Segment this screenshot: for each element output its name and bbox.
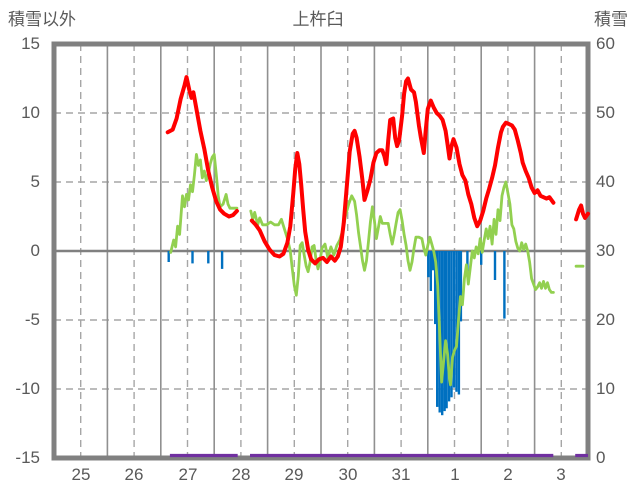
y-right-tick-label: 0 xyxy=(596,448,606,467)
y-left-tick-label: 0 xyxy=(30,241,40,260)
x-tick-label: 28 xyxy=(231,465,251,484)
x-tick-label: 30 xyxy=(338,465,358,484)
x-tick-label: 29 xyxy=(284,465,304,484)
y-right-tick-label: 50 xyxy=(596,103,615,122)
left-axis-title: 積雪以外 xyxy=(8,10,76,29)
plot-svg xyxy=(51,41,591,461)
y-right-tick-label: 40 xyxy=(596,172,615,191)
x-tick-label: 1 xyxy=(450,465,460,484)
plot-area xyxy=(51,41,591,461)
y-right-tick-label: 60 xyxy=(596,34,615,53)
y-right-tick-label: 20 xyxy=(596,310,615,329)
x-tick-label: 2 xyxy=(503,465,513,484)
y-right-tick-label: 30 xyxy=(596,241,615,260)
x-tick-label: 26 xyxy=(124,465,144,484)
x-tick-label: 27 xyxy=(178,465,198,484)
y-right-tick-label: 10 xyxy=(596,379,615,398)
x-tick-label: 3 xyxy=(556,465,566,484)
y-left-tick-label: 15 xyxy=(21,34,40,53)
x-tick-label: 31 xyxy=(391,465,411,484)
x-tick-label: 25 xyxy=(71,465,91,484)
right-axis-title: 積雪 xyxy=(594,10,628,29)
y-left-tick-label: -10 xyxy=(15,379,40,398)
y-left-tick-label: -5 xyxy=(24,310,40,329)
y-left-tick-label: 5 xyxy=(30,172,40,191)
y-left-tick-label: 10 xyxy=(21,103,40,122)
y-left-tick-label: -15 xyxy=(15,448,40,467)
chart-title: 上杵臼 xyxy=(292,10,344,29)
